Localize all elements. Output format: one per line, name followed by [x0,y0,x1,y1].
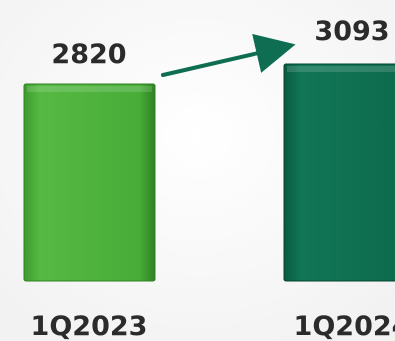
value-label-1q2024: 3093 [314,16,389,47]
category-label-1q2024: 1Q2024 [294,311,395,341]
bar-bevel-1q2023 [27,86,152,92]
bar-1q2023 [24,84,155,281]
bar-bevel-1q2024 [287,66,395,72]
category-label-1q2023: 1Q2023 [31,311,148,341]
value-label-1q2023: 2820 [51,39,126,70]
bar-1q2024 [284,64,395,281]
